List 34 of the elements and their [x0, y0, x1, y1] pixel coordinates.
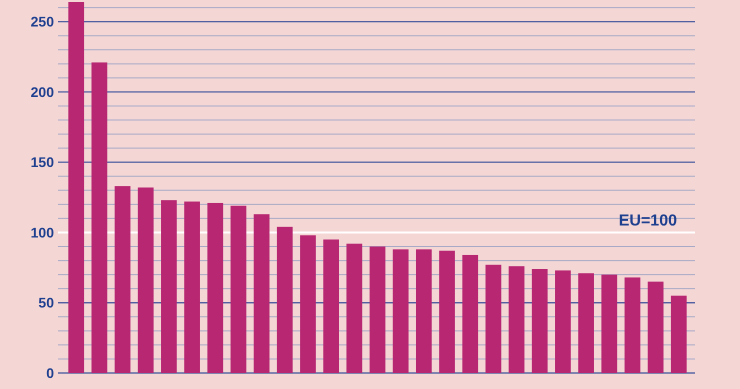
bar	[323, 239, 340, 373]
bar	[508, 266, 524, 373]
bar	[670, 296, 687, 373]
bar	[254, 214, 270, 373]
bar	[207, 202, 224, 373]
bar	[370, 246, 386, 373]
bar	[532, 269, 548, 373]
ref-line-label: EU=100	[618, 212, 678, 230]
bar	[276, 226, 293, 373]
y-tick-label: 200	[30, 84, 54, 100]
bar	[91, 62, 108, 373]
y-tick-label: 150	[30, 154, 54, 170]
bar	[486, 264, 502, 373]
bar	[624, 277, 640, 373]
bar	[648, 282, 664, 373]
bar	[462, 254, 478, 373]
bar	[578, 273, 594, 373]
bar	[230, 206, 246, 373]
bar	[439, 250, 455, 373]
bar	[300, 235, 316, 373]
bar	[114, 186, 130, 373]
bar	[555, 270, 571, 373]
bar	[346, 244, 362, 373]
bar	[184, 202, 200, 373]
bar	[392, 249, 409, 373]
bar	[138, 188, 154, 373]
y-tick-label: 100	[30, 224, 54, 240]
bar	[68, 2, 84, 373]
bar	[161, 200, 177, 373]
bar	[416, 249, 432, 373]
y-tick-label: 250	[30, 14, 54, 30]
bar	[601, 274, 618, 373]
y-tick-label: 50	[38, 294, 54, 311]
y-tick-label: 0	[46, 364, 54, 381]
